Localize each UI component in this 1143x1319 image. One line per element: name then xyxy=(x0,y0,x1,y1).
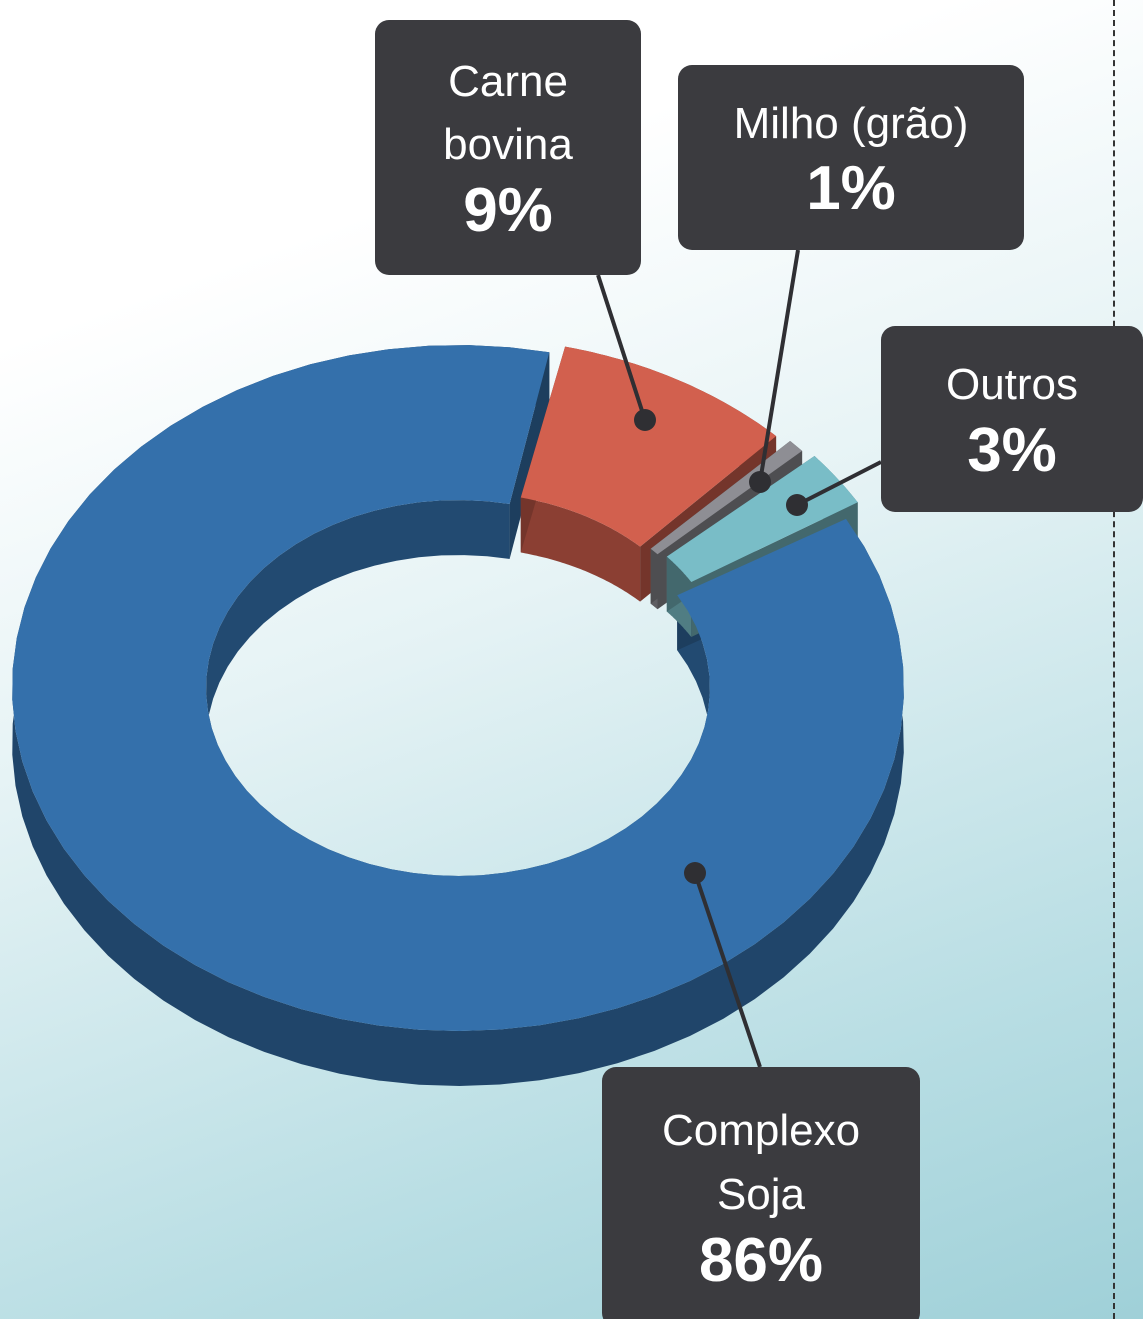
divider xyxy=(1113,0,1115,1319)
value-label: 86% xyxy=(698,1225,824,1295)
category-label: Outros xyxy=(945,360,1079,409)
callout-line xyxy=(596,274,647,421)
callout-box: Complexo Soja 86% xyxy=(602,1067,920,1319)
callout-box: Outros 3% xyxy=(881,326,1143,512)
callout-line xyxy=(758,249,800,483)
value-label: 1% xyxy=(806,154,896,224)
value-label: 3% xyxy=(967,415,1057,485)
callout-dot xyxy=(786,494,808,516)
callout-line xyxy=(693,872,762,1068)
category-label: Milho (grão) xyxy=(733,98,969,148)
callout-dot xyxy=(749,471,771,493)
value-label: 9% xyxy=(463,176,553,246)
slice-end xyxy=(509,352,550,559)
slice-top xyxy=(650,441,803,555)
slice-inner-side xyxy=(520,497,641,602)
category-label: Complexo Soja xyxy=(661,1106,861,1219)
callout-dot xyxy=(634,409,656,431)
callout-dot xyxy=(684,862,706,884)
callout-box: Carne bovina 9% xyxy=(375,20,641,275)
callout-line xyxy=(796,460,882,507)
slice-top xyxy=(520,346,777,547)
slice-top xyxy=(12,345,904,1032)
callout-box: Milho (grão) 1% xyxy=(678,65,1024,250)
slice-top xyxy=(666,456,858,582)
category-label: Carne bovina xyxy=(443,56,573,170)
